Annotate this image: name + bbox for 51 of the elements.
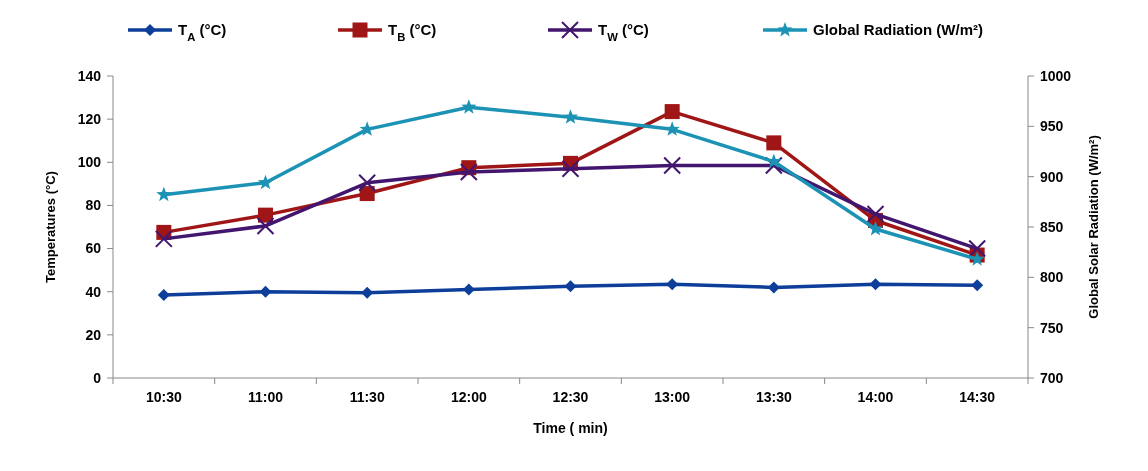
x-tick-label: 14:30 bbox=[959, 389, 996, 405]
y2-tick-label: 1000 bbox=[1040, 67, 1072, 84]
point bbox=[562, 109, 579, 124]
x-axis-title: Time ( min) bbox=[533, 420, 608, 436]
x-tick-label: 12:00 bbox=[450, 389, 487, 405]
x-tick-label: 12:30 bbox=[552, 389, 589, 405]
y2-tick-label: 850 bbox=[1040, 218, 1064, 235]
y2-tick-label: 700 bbox=[1040, 369, 1064, 386]
point bbox=[561, 159, 580, 178]
y-tick-label: 40 bbox=[85, 283, 102, 300]
point bbox=[154, 229, 173, 248]
point bbox=[664, 104, 680, 120]
point bbox=[866, 205, 885, 224]
y-tick-label: 60 bbox=[85, 240, 102, 257]
y2-axis-title: Global Solar Radiation (W/m²) bbox=[1086, 135, 1101, 319]
point bbox=[968, 239, 987, 258]
point bbox=[256, 216, 275, 235]
point bbox=[663, 156, 682, 175]
x-tick-label: 14:00 bbox=[857, 389, 894, 405]
y-axis-title: Temperatures (°C) bbox=[43, 171, 58, 283]
point bbox=[257, 174, 274, 190]
point bbox=[461, 99, 477, 114]
x-tick-label: 10:30 bbox=[145, 389, 182, 405]
legend-label: Global Radiation (W/m²) bbox=[813, 21, 983, 39]
point bbox=[156, 186, 172, 202]
x-tick-label: 13:00 bbox=[654, 389, 691, 405]
legend-label: T$_{B}$ (°C) bbox=[388, 21, 437, 44]
point bbox=[867, 221, 884, 236]
y-tick-label: 100 bbox=[77, 154, 102, 171]
x-tick-label: 13:30 bbox=[755, 389, 792, 405]
point bbox=[664, 121, 680, 136]
y-tick-label: 80 bbox=[85, 197, 102, 214]
point bbox=[764, 156, 783, 175]
y2-tick-label: 750 bbox=[1040, 319, 1064, 336]
legend-label: T$_{W}$ (°C) bbox=[598, 21, 649, 44]
y2-tick-label: 800 bbox=[1040, 269, 1064, 286]
point bbox=[359, 121, 375, 136]
x-tick-label: 11:30 bbox=[349, 389, 385, 405]
point bbox=[358, 173, 377, 192]
y2-tick-label: 950 bbox=[1040, 118, 1064, 135]
y-tick-label: 140 bbox=[77, 67, 102, 84]
point bbox=[971, 279, 984, 292]
y-tick-label: 0 bbox=[93, 369, 102, 386]
point bbox=[459, 162, 478, 181]
legend-label: T$_{A}$ (°C) bbox=[178, 21, 227, 44]
y2-tick-label: 900 bbox=[1040, 168, 1064, 185]
y-tick-label: 20 bbox=[85, 326, 102, 343]
y-tick-label: 120 bbox=[77, 111, 102, 128]
x-tick-label: 11:00 bbox=[247, 389, 284, 405]
point bbox=[157, 288, 170, 301]
point bbox=[766, 135, 782, 151]
